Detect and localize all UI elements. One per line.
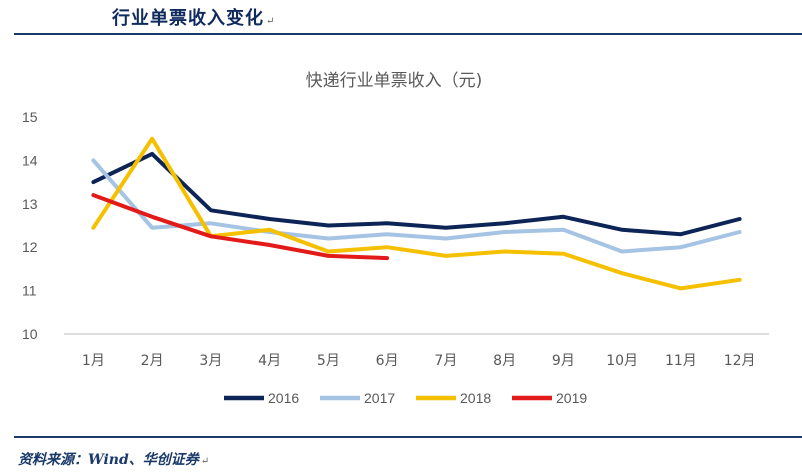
source-note: 资料来源：Wind、华创证券 ↵ [18, 449, 209, 469]
document-header: 行业单票收入变化 ↵ [0, 0, 802, 36]
return-mark: ↵ [266, 16, 276, 27]
footer-rule [14, 436, 802, 438]
y-tick-label: 10 [22, 326, 38, 342]
y-tick-label: 13 [22, 196, 38, 212]
x-tick-label: 6月 [376, 353, 399, 369]
x-tick-label: 9月 [552, 353, 575, 369]
x-tick-label: 1月 [82, 353, 105, 369]
y-tick-label: 15 [22, 109, 38, 125]
section-title: 行业单票收入变化 ↵ [112, 4, 275, 30]
series-line-2019 [91, 193, 390, 261]
source-return-mark: ↵ [200, 456, 210, 467]
section-title-text: 行业单票收入变化 [112, 8, 264, 29]
x-tick-label: 10月 [606, 353, 638, 369]
x-tick-label: 4月 [258, 353, 281, 369]
series-line-2016 [91, 151, 742, 237]
y-tick-label: 11 [22, 283, 37, 299]
legend-label-2019: 2019 [556, 390, 587, 406]
x-tick-label: 5月 [317, 353, 340, 369]
legend-label-2017: 2017 [364, 390, 395, 406]
x-tick-label: 7月 [434, 353, 457, 369]
document-footer: 资料来源：Wind、华创证券 ↵ [0, 436, 802, 476]
y-tick-label: 14 [22, 152, 38, 168]
x-tick-label: 3月 [199, 353, 222, 369]
x-tick-label: 2月 [141, 353, 164, 369]
x-tick-label: 11月 [665, 353, 697, 369]
header-rule [14, 33, 802, 35]
chart-container: 快递行业单票收入（元) 10 11 12 13 14 15 1月 2月 3月 4月 5月 6月 7月 8月 9… [14, 40, 802, 430]
x-tick-label: 8月 [493, 353, 516, 369]
series-line-2018 [91, 136, 742, 291]
legend-label-2018: 2018 [460, 390, 491, 406]
x-tick-label: 12月 [724, 353, 756, 369]
y-tick-label: 12 [22, 239, 38, 255]
chart-title: 快递行业单票收入（元) [306, 71, 483, 91]
series-line-2017 [91, 158, 742, 254]
line-chart: 快递行业单票收入（元) 10 11 12 13 14 15 1月 2月 3月 4月 5月 6月 7月 8月 9… [22, 71, 769, 406]
legend-label-2016: 2016 [268, 390, 299, 406]
source-note-text: 资料来源：Wind、华创证券 [18, 452, 199, 468]
